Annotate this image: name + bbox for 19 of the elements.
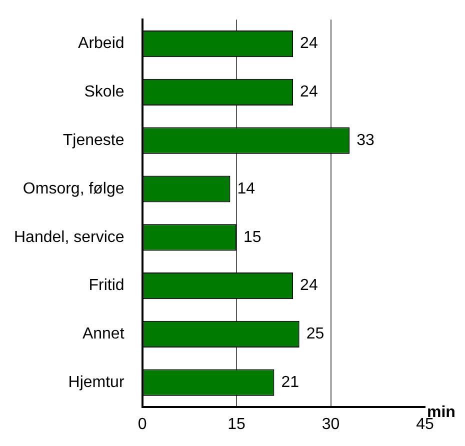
y-tick-label: Arbeid: [78, 35, 124, 52]
y-tick-label: Skole: [84, 84, 124, 101]
y-tick-label: Omsorg, følge: [22, 180, 124, 198]
y-tick-label: Tjeneste: [62, 132, 124, 150]
data-label: 24: [300, 277, 318, 294]
y-tick-label: Handel, service: [14, 228, 124, 246]
y-tick-label: Annet: [82, 326, 125, 343]
y-tick-label: Fritid: [88, 277, 124, 294]
data-label: 14: [237, 180, 256, 198]
data-label: 24: [300, 84, 318, 101]
data-label: 21: [281, 374, 300, 392]
x-tick-label: 30: [322, 416, 340, 433]
data-label: 15: [244, 228, 262, 246]
x-tick-label: 0: [138, 416, 147, 433]
data-label: 25: [306, 326, 324, 343]
data-label: 33: [356, 132, 375, 150]
y-tick-label: Hjemtur: [68, 374, 125, 392]
data-label: 24: [300, 35, 318, 52]
x-tick-label: 15: [228, 416, 246, 433]
